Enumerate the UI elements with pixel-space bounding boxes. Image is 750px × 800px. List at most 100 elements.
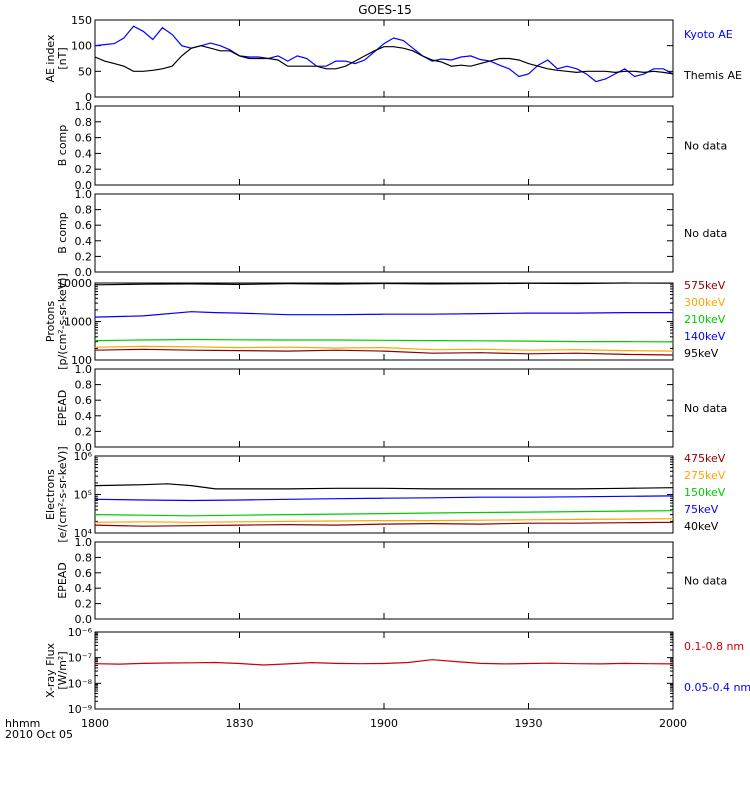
legend-entry: 475keV [684, 452, 726, 465]
series-line-150kev [94, 510, 674, 517]
panel-frame [94, 455, 674, 534]
y-tick-label: 0.8 [75, 116, 93, 129]
y-tick-label: 0.2 [75, 250, 93, 263]
legend-entry: 300keV [684, 296, 726, 309]
y-tick-label: 10⁴ [74, 527, 93, 540]
time-axis: hhmm 2010 Oct 05 1800 1830 1900 1930 2000 [5, 717, 687, 741]
y-tick-label: 100 [71, 354, 92, 367]
panel-bcomp2: 0.0 0.2 0.4 0.6 0.8 1.0 B comp No data [56, 188, 727, 279]
series-line-75kev [94, 495, 674, 502]
y-axis-label: EPEAD [56, 390, 69, 427]
no-data-status: No data [684, 402, 727, 415]
x-tick-label: 1900 [370, 717, 398, 730]
panel-electrons: 10⁴ 10⁵ 10⁶ Electrons [e/(cm²-s-sr-keV)] 475k… [44, 446, 726, 542]
y-tick-label: 0.4 [75, 410, 93, 423]
no-data-status: No data [684, 575, 727, 588]
x-tick-label: 1800 [81, 717, 109, 730]
time-label-hhmm: hhmm [5, 717, 40, 730]
y-axis-label: EPEAD [56, 562, 69, 599]
y-axis-unit: [W/m²] [56, 651, 69, 689]
y-tick-label: 10000 [57, 277, 92, 290]
y-axis-unit: [e/(cm²-s-sr-keV)] [56, 446, 69, 542]
y-tick-label: 10⁻⁸ [68, 677, 93, 690]
y-tick-label: 0.2 [75, 425, 93, 438]
panel-xray: 10⁻⁹ 10⁻⁸ 10⁻⁷ 10⁻⁶ X-ray Flux [W/m²] 0.1-0.8 … [44, 626, 750, 716]
y-tick-label: 0.0 [75, 441, 93, 454]
series-line-475kev [94, 521, 674, 527]
y-tick-label: 0.4 [75, 235, 93, 248]
panel-bcomp1: 0.0 0.2 0.4 0.6 0.8 1.0 B comp No data [56, 100, 727, 192]
y-tick-label: 150 [71, 14, 92, 27]
y-tick-label: 1000 [64, 316, 92, 329]
y-tick-label: 0.6 [75, 219, 93, 232]
legend-entry: Themis AE [683, 69, 742, 82]
figure-title: GOES-15 [358, 3, 412, 17]
panel-epead2: 0.0 0.2 0.4 0.6 0.8 1.0 EPEAD No data [56, 536, 727, 626]
y-tick-label: 0.4 [75, 147, 93, 160]
time-label-date: 2010 Oct 05 [5, 728, 73, 741]
y-tick-label: 1.0 [75, 100, 93, 113]
series-line-210kev [94, 338, 674, 343]
y-tick-label: 10⁵ [74, 489, 92, 502]
legend-entry: 40keV [684, 520, 719, 533]
y-tick-label: 0.6 [75, 132, 93, 145]
legend-entry: Kyoto AE [684, 28, 733, 41]
y-axis-label: B comp [56, 212, 69, 254]
legend-entry: 0.05-0.4 nm [684, 681, 750, 694]
legend-entry: 275keV [684, 469, 726, 482]
y-tick-label: 0 [85, 91, 92, 104]
y-tick-label: 0.0 [75, 266, 93, 279]
y-tick-label: 10⁻⁹ [68, 703, 92, 716]
y-tick-label: 0.2 [75, 163, 93, 176]
legend-entry: 0.1-0.8 nm [684, 640, 744, 653]
no-data-status: No data [684, 227, 727, 240]
legend-entry: 575keV [684, 279, 726, 292]
y-axis-label: X-ray Flux [44, 642, 57, 698]
y-axis-unit: [nT] [56, 47, 69, 69]
y-tick-label: 10⁶ [74, 450, 93, 463]
series-line-40kev [94, 483, 674, 490]
series-line-themis-ae [94, 45, 674, 75]
series-line-275kev [94, 518, 674, 523]
y-tick-label: 0.8 [75, 379, 93, 392]
panels: 0 50 100 150 AE index [nT] Kyoto AE Themis AE 0.… [44, 14, 750, 716]
series-line-0-1-0-8-nm [94, 659, 674, 666]
y-tick-label: 1.0 [75, 188, 93, 201]
y-tick-label: 10⁻⁷ [68, 652, 92, 665]
y-tick-label: 10⁻⁶ [68, 626, 93, 639]
legend-entry: 150keV [684, 486, 726, 499]
y-tick-label: 0.0 [75, 179, 93, 192]
y-tick-label: 0.4 [75, 582, 93, 595]
panel-frame [94, 19, 674, 98]
x-tick-label: 1830 [226, 717, 254, 730]
y-axis-label: Protons [44, 301, 57, 342]
panel-frame [94, 631, 674, 710]
y-axis-label: Electrons [44, 469, 57, 520]
y-tick-label: 0.6 [75, 567, 93, 580]
series-line-kyoto-ae [94, 25, 674, 83]
panel-frame [94, 541, 674, 620]
x-tick-label: 1930 [515, 717, 543, 730]
y-axis-label: B comp [56, 125, 69, 167]
legend-entry: 140keV [684, 330, 726, 343]
panel-frame [94, 105, 674, 186]
panel-frame [94, 368, 674, 448]
y-tick-label: 100 [71, 40, 92, 53]
legend-entry: 95keV [684, 347, 719, 360]
y-tick-label: 0.2 [75, 598, 93, 611]
y-tick-label: 50 [78, 65, 92, 78]
y-tick-label: 0.0 [75, 613, 93, 626]
panel-epead1: 0.0 0.2 0.4 0.6 0.8 1.0 EPEAD No data [56, 363, 727, 454]
x-tick-label: 2000 [659, 717, 687, 730]
y-tick-label: 0.8 [75, 204, 93, 217]
y-axis-label: AE index [44, 34, 57, 83]
series-line-575kev [94, 348, 674, 356]
legend-entry: 75keV [684, 503, 719, 516]
series-line-300kev [94, 345, 674, 352]
y-axis-unit: [p/(cm²-s-sr-keV)] [56, 273, 69, 370]
no-data-status: No data [684, 140, 727, 153]
y-tick-label: 1.0 [75, 363, 93, 376]
panel-ae: 0 50 100 150 AE index [nT] Kyoto AE Themis AE [44, 14, 742, 104]
y-tick-label: 1.0 [75, 536, 93, 549]
